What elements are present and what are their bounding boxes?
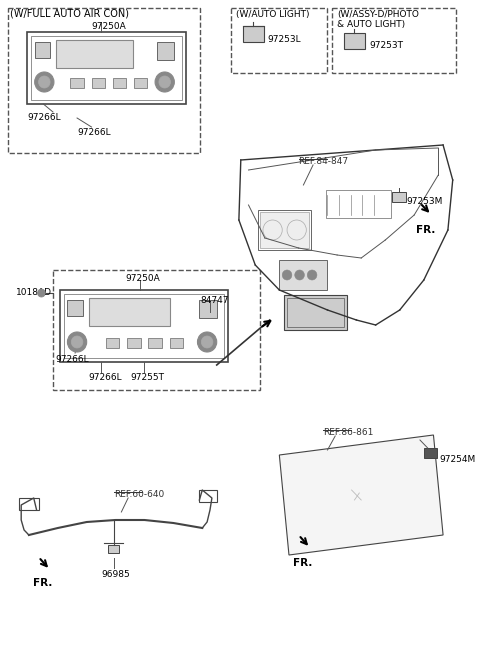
Bar [199, 490, 217, 502]
Bar [199, 300, 217, 318]
Text: 97253T: 97253T [369, 41, 403, 50]
Circle shape [67, 332, 87, 352]
Text: REF.60-640: REF.60-640 [114, 490, 164, 499]
Circle shape [307, 270, 317, 280]
Text: REF.84-847: REF.84-847 [299, 157, 349, 166]
Bar [89, 298, 170, 326]
Bar [113, 78, 126, 88]
Bar [258, 210, 311, 250]
Text: REF.86-861: REF.86-861 [323, 428, 373, 437]
Bar [8, 8, 200, 153]
Text: 97253M: 97253M [407, 197, 443, 206]
Bar [53, 270, 260, 390]
Text: FR.: FR. [33, 578, 52, 588]
Bar [332, 8, 456, 73]
Bar [424, 448, 437, 458]
Text: FR.: FR. [293, 558, 312, 568]
Text: 84747: 84747 [200, 296, 229, 305]
Bar [231, 8, 327, 73]
Circle shape [35, 72, 54, 92]
Bar [31, 36, 182, 100]
Bar [243, 26, 264, 42]
Text: (W/FULL AUTO AIR CON): (W/FULL AUTO AIR CON) [10, 9, 129, 19]
Text: 97250A: 97250A [125, 274, 160, 283]
Bar [70, 78, 84, 88]
Text: 96985: 96985 [101, 570, 130, 579]
Bar [392, 192, 406, 202]
Bar [279, 260, 327, 290]
Circle shape [201, 336, 213, 348]
Bar [148, 338, 162, 348]
Bar [325, 190, 391, 218]
Text: 97266L: 97266L [27, 113, 60, 122]
Text: (W/AUTO LIGHT): (W/AUTO LIGHT) [236, 10, 310, 19]
Text: 97250A: 97250A [92, 22, 126, 31]
Bar [108, 545, 120, 553]
Circle shape [159, 76, 170, 88]
Bar [344, 33, 365, 49]
Bar [134, 78, 147, 88]
Text: (W/ASSY-D/PHOTO: (W/ASSY-D/PHOTO [337, 10, 419, 19]
Bar [169, 338, 183, 348]
Text: 97266L: 97266L [89, 373, 122, 382]
Polygon shape [279, 435, 443, 555]
Text: 97255T: 97255T [130, 373, 164, 382]
Bar [287, 298, 344, 327]
Text: FR.: FR. [416, 225, 435, 235]
Bar [19, 498, 38, 510]
Bar [35, 42, 50, 58]
Bar [260, 212, 309, 248]
Circle shape [282, 270, 292, 280]
Bar [67, 300, 83, 316]
Circle shape [197, 332, 217, 352]
Bar [284, 295, 347, 330]
Bar [63, 294, 225, 358]
Bar [157, 42, 174, 60]
Bar [106, 338, 120, 348]
Circle shape [37, 289, 45, 297]
Bar [27, 32, 186, 104]
Text: 1018AD: 1018AD [16, 288, 52, 297]
Text: & AUTO LIGHT): & AUTO LIGHT) [337, 20, 405, 29]
Text: 97266L: 97266L [56, 355, 89, 364]
Bar [92, 78, 105, 88]
Circle shape [155, 72, 174, 92]
Text: 97266L: 97266L [77, 128, 111, 137]
Circle shape [295, 270, 304, 280]
Circle shape [71, 336, 83, 348]
Bar [127, 338, 141, 348]
Bar [56, 40, 133, 68]
Text: 97254M: 97254M [439, 455, 476, 464]
Text: 97253L: 97253L [268, 35, 301, 44]
Circle shape [38, 76, 50, 88]
Bar [60, 290, 228, 362]
